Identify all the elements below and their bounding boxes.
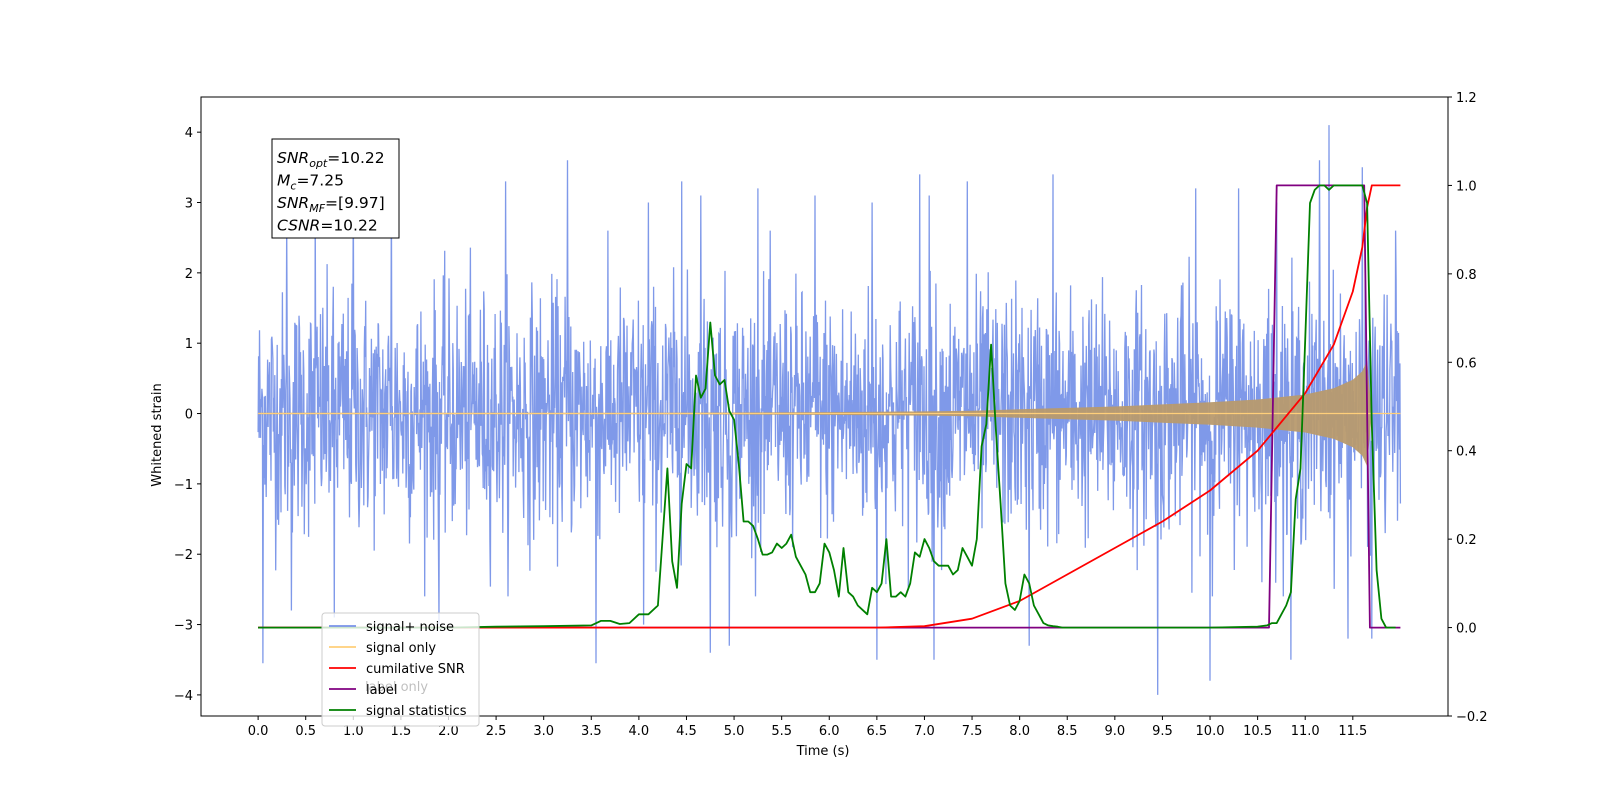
x-tick-label: 1.5 [391, 724, 412, 739]
x-tick-label: 2.5 [486, 724, 507, 739]
plot-area-frame [200, 96, 1449, 717]
y-left-tick-label: 1 [185, 337, 193, 352]
x-tick-label: 5.0 [724, 724, 745, 739]
x-tick-label: 0.0 [248, 724, 269, 739]
x-tick-label: 0.5 [295, 724, 316, 739]
stats-box-line: Mc=7.25 [277, 172, 344, 193]
y-axis-right: −0.2 0.0 0.2 0.4 0.6 0.8 1.0 1.2 [1448, 91, 1488, 725]
x-tick-label: 11.5 [1338, 724, 1367, 739]
series-signal-noise-line [257, 125, 1402, 695]
y-axis-label: Whitened strain [150, 383, 165, 486]
x-axis: 0.0 0.5 1.0 1.5 2.0 2.5 3.0 3.5 4.0 4.5 5.0 5.5 6.0 6… [248, 716, 1367, 739]
x-tick-label: 7.5 [962, 724, 983, 739]
x-tick-label: 7.0 [914, 724, 935, 739]
legend-hidden-text: label only [365, 680, 428, 695]
y-right-tick-label: 1.2 [1456, 91, 1477, 106]
y-right-tick-label: 1.0 [1456, 179, 1477, 194]
series-layer [257, 125, 1402, 695]
y-left-tick-label: 3 [185, 197, 193, 212]
x-tick-label: 8.5 [1057, 724, 1078, 739]
x-tick-label: 11.0 [1291, 724, 1320, 739]
y-left-tick-label: −3 [174, 619, 193, 634]
x-tick-label: 3.0 [533, 724, 554, 739]
y-right-tick-label: 0.4 [1456, 445, 1477, 460]
series-cumulative-snr-line [258, 184, 1401, 629]
x-tick-label: 10.5 [1243, 724, 1272, 739]
legend-label: signal statistics [366, 704, 467, 719]
x-tick-label: 2.0 [438, 724, 459, 739]
x-tick-label: 6.0 [819, 724, 840, 739]
x-tick-label: 8.0 [1009, 724, 1030, 739]
y-left-tick-label: −1 [174, 478, 193, 493]
stats-box-line: SNRMF=[9.97] [277, 194, 385, 215]
y-left-tick-label: 4 [185, 126, 193, 141]
legend-label: signal+ noise [366, 620, 454, 635]
stats-box-frame [271, 138, 400, 239]
x-tick-label: 6.5 [867, 724, 888, 739]
legend-label: label [366, 683, 397, 698]
legend-label: signal only [366, 641, 436, 656]
y-left-tick-label: −4 [174, 689, 193, 704]
stats-box-line: SNRopt=10.22 [277, 149, 385, 170]
y-left-tick-label: −2 [174, 548, 193, 563]
x-tick-label: 4.5 [676, 724, 697, 739]
y-right-tick-label: 0.8 [1456, 268, 1477, 283]
x-axis-label: Time (s) [796, 744, 850, 759]
x-tick-label: 5.5 [771, 724, 792, 739]
x-tick-label: 1.0 [343, 724, 364, 739]
x-tick-label: 3.5 [581, 724, 602, 739]
y-left-tick-label: 0 [185, 408, 193, 423]
x-tick-label: 9.0 [1104, 724, 1125, 739]
y-right-tick-label: 0.2 [1456, 533, 1477, 548]
legend-frame [321, 612, 480, 727]
x-tick-label: 10.0 [1196, 724, 1225, 739]
y-right-tick-label: 0.6 [1456, 356, 1477, 371]
stats-box-line: CSNR=10.22 [277, 217, 378, 235]
y-right-tick-label: −0.2 [1456, 710, 1488, 725]
y-left-tick-label: 2 [185, 267, 193, 282]
legend-label: cumilative SNR [366, 662, 465, 677]
x-tick-label: 9.5 [1152, 724, 1173, 739]
legend: label only signal+ noise signal only cumila… [321, 612, 480, 727]
y-axis-left: −4 −3 −2 −1 0 1 2 3 4 [174, 126, 201, 704]
series-signal-statistics-line [258, 184, 1396, 629]
x-tick-label: 4.0 [629, 724, 650, 739]
y-right-tick-label: 0.0 [1456, 622, 1477, 637]
